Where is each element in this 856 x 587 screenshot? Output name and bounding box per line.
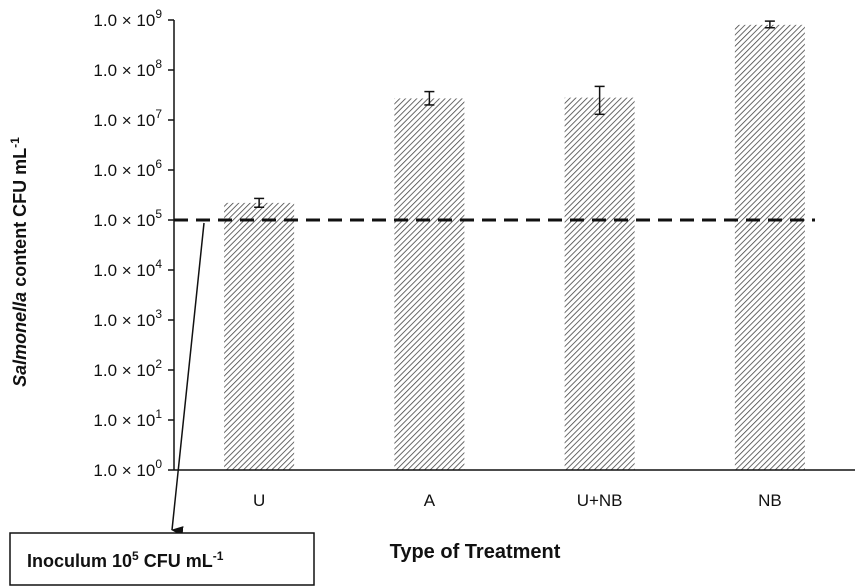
y-tick-label: 1.0 × 100 bbox=[93, 457, 162, 480]
y-tick-label: 1.0 × 101 bbox=[93, 407, 162, 430]
error-bar bbox=[764, 20, 775, 29]
x-tick-label: NB bbox=[758, 491, 782, 510]
y-tick-label: 1.0 × 103 bbox=[93, 307, 162, 330]
annotation-text-sup1: 5 bbox=[132, 549, 139, 563]
annotation-text-sup2: -1 bbox=[213, 549, 224, 563]
bars-layer bbox=[224, 24, 805, 471]
bar-u bbox=[224, 202, 295, 471]
y-tick-label: 1.0 × 107 bbox=[93, 107, 162, 130]
y-tick-label: 1.0 × 102 bbox=[93, 357, 162, 380]
x-tick-label: U bbox=[253, 491, 265, 510]
y-axis-title-sup: -1 bbox=[8, 137, 22, 148]
x-axis-title: Type of Treatment bbox=[390, 541, 561, 563]
annotation-text-pre: Inoculum 10 bbox=[27, 551, 132, 571]
y-ticks-layer: 1.0 × 100 1.0 × 101 1.0 × 102 1.0 × 103 1.0 … bbox=[93, 7, 174, 480]
y-tick-label: 1.0 × 109 bbox=[93, 7, 162, 30]
x-tick-label: U+NB bbox=[577, 491, 623, 510]
y-axis-title-italic: Salmonella bbox=[10, 292, 30, 387]
bar-a bbox=[394, 98, 465, 470]
x-tick-label: A bbox=[424, 491, 436, 510]
error-bar bbox=[424, 90, 435, 106]
y-tick-label: 1.0 × 104 bbox=[93, 257, 162, 280]
annotation-text-mid: CFU mL bbox=[139, 551, 213, 571]
y-tick-label: 1.0 × 108 bbox=[93, 57, 162, 80]
y-tick-label: 1.0 × 105 bbox=[93, 207, 162, 230]
annotation-box bbox=[9, 532, 315, 586]
bar-u-nb bbox=[564, 97, 635, 471]
error-bars-layer bbox=[254, 20, 775, 208]
x-ticks-layer: U A U+NB NB bbox=[253, 491, 782, 510]
annotation-text: Inoculum 105 CFU mL-1 bbox=[27, 549, 224, 571]
y-axis-title-text: content CFU mL bbox=[10, 148, 30, 292]
annotation-arrow bbox=[171, 222, 205, 537]
error-bar bbox=[594, 85, 605, 116]
bar-nb bbox=[734, 24, 805, 471]
error-bar bbox=[254, 197, 265, 208]
y-tick-label: 1.0 × 106 bbox=[93, 157, 162, 180]
y-axis-title: Salmonella content CFU mL-1 bbox=[8, 137, 30, 387]
